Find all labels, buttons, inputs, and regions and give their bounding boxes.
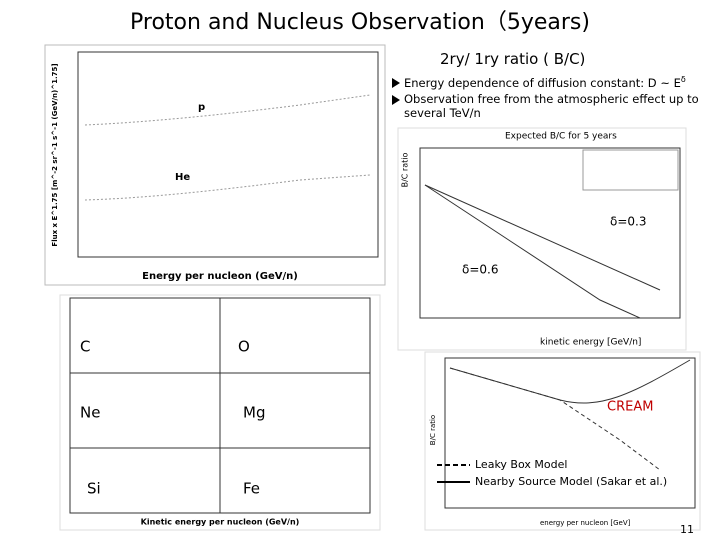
legend-box [582,149,679,191]
panel-label: C [80,338,90,356]
bullet: Energy dependence of diffusion constant:… [404,75,686,90]
slide-title: Proton and Nucleus Observation（5years) [130,10,590,35]
superscript: δ [680,75,686,84]
bullet: Observation free from the atmospheric ef… [404,92,699,120]
bullet-text: Energy dependence of diffusion constant:… [404,75,681,90]
bullet-icon [392,95,400,105]
plot-axes [419,147,681,319]
panel-label: Si [87,480,101,498]
bullet-icon [392,78,400,88]
legend-text: Leaky Box Model [475,458,567,471]
label: CREAM [607,400,653,415]
plot-axes [444,357,696,509]
label: δ=0.3 [610,215,646,229]
label: He [175,172,190,183]
model-line [424,184,641,319]
panel-label: Fe [243,480,260,498]
legend-text: Nearby Source Model (Sakar et al.) [475,475,667,488]
panel-label: Mg [243,404,265,422]
panel-label: Ne [80,404,100,422]
plot-frame [397,127,687,351]
plot-title: Expected B/C for 5 years [505,132,617,142]
x-label: Energy per nucleon (GeV/n) [142,271,298,282]
plot-frame [424,351,701,531]
plot-axes [219,447,371,514]
trend [84,174,371,201]
y-label: Flux x E^1.75 [m^-2 sr^-1 s^-1 (GeV/n)^1… [51,63,59,246]
label: p [198,102,205,113]
trend [84,94,371,126]
page-number: 11 [680,523,694,536]
y-label: B/C ratio [429,415,437,445]
x-label: energy per nucleon [GeV] [540,519,631,527]
model-line [424,184,661,291]
x-label: kinetic energy [GeV/n] [540,338,641,348]
model-line [449,359,691,404]
y-label: B/C ratio [401,153,410,188]
plot-frame [44,44,386,286]
x-label: Kinetic energy per nucleon (GeV/n) [141,518,300,527]
panel-label: O [238,338,250,356]
plot-axes [77,51,379,258]
label: δ=0.6 [462,263,498,277]
section-title: 2ry/ 1ry ratio ( B/C) [440,50,586,68]
